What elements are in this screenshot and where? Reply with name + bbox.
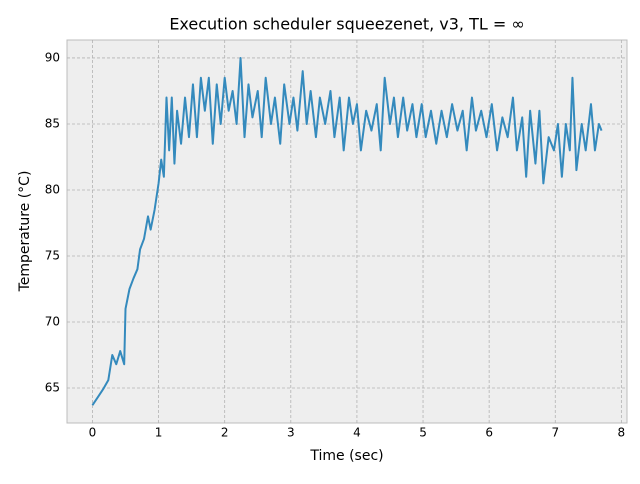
x-tick-label: 0 <box>89 426 97 440</box>
y-tick-label: 80 <box>45 182 60 196</box>
x-tick-label: 2 <box>221 426 229 440</box>
x-tick-label: 6 <box>485 426 493 440</box>
data-line <box>91 56 603 406</box>
y-tick-label: 90 <box>45 50 60 64</box>
x-tick-label: 3 <box>287 426 295 440</box>
y-axis-label: Temperature (°C) <box>17 171 33 293</box>
x-axis-label: Time (sec) <box>309 448 383 464</box>
x-tick-label: 5 <box>419 426 427 440</box>
y-tick-label: 85 <box>45 116 60 130</box>
y-tick-label: 70 <box>45 315 60 329</box>
y-tick-label: 75 <box>45 248 60 262</box>
plot-area <box>66 39 628 424</box>
x-tick-label: 7 <box>551 426 559 440</box>
x-tick-label: 8 <box>618 426 626 440</box>
x-tick-label: 4 <box>353 426 361 440</box>
x-tick-label: 1 <box>155 426 163 440</box>
chart-title: Execution scheduler squeezenet, v3, TL =… <box>169 15 524 34</box>
y-tick-label: 65 <box>45 381 60 395</box>
